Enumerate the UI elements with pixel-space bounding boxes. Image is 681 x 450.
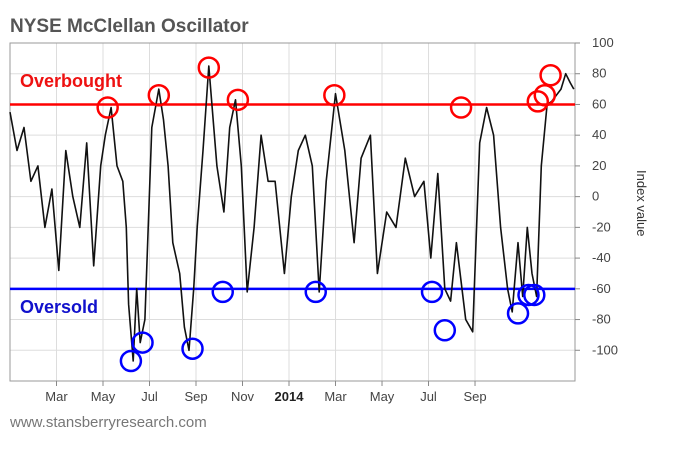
grid [10,42,575,381]
y-tick-label: 20 [592,158,606,173]
x-tick-label: May [91,389,116,404]
oversold-marker-circle [119,349,143,373]
overbought-marker-circle [323,83,346,107]
x-tick-label: Sep [184,389,207,404]
series-group [9,65,575,362]
oscillator-series-line [9,65,575,362]
y-tick-label: -80 [592,312,611,327]
overbought-label: Overbought [20,71,122,91]
y-tick-label: 60 [592,96,606,111]
oversold-marker-circle [181,337,204,360]
overbought-marker-circle [449,96,473,119]
plot-area [9,42,576,382]
overbought-marker-circle [526,90,550,113]
x-tick-label: Jul [420,389,437,404]
x-tick-label: Sep [463,389,486,404]
overbought-marker-circle [533,83,557,107]
y-tick-label: -60 [592,281,611,296]
overbought-marker-circle [226,88,250,112]
x-tick-label: Jul [141,389,158,404]
y-tick-label: -100 [592,342,618,357]
source-credit: www.stansberryresearch.com [9,414,207,431]
chart-title: NYSE McClellan Oscillator [10,16,249,37]
x-tick-label: Mar [324,389,347,404]
x-tick-label: 2014 [275,389,305,404]
overbought-marker-circle [197,56,221,79]
x-tick-label: Mar [45,389,68,404]
oversold-marker-circle [506,302,530,325]
x-tick-label: Nov [231,389,255,404]
x-axis-ticks: Mar May Jul Sep Nov 2014 Mar May Jul Sep [45,381,487,404]
x-tick-label: May [370,389,395,404]
y-axis-label: Index value [634,170,649,237]
oversold-marker-circle [211,280,234,304]
oversold-marker-circle [433,319,457,342]
y-tick-label: -40 [592,250,611,265]
reference-lines [10,103,575,291]
overbought-marker-circle [147,83,171,107]
oversold-marker-circle [304,280,328,304]
oversold-label: Oversold [20,297,98,317]
oversold-marker-circle [517,283,540,307]
overbought-marker-circle [539,64,562,87]
y-axis-ticks: 100 80 60 40 20 0 -20 -40 -60 -80 -100 [575,35,618,357]
oversold-marker-circle [131,331,154,354]
y-tick-label: -20 [592,219,611,234]
oversold-marker-circle [523,283,546,307]
y-tick-label: 80 [592,66,606,81]
annotation-circles [96,56,562,373]
overbought-marker-circle [96,96,119,119]
y-tick-label: 40 [592,127,606,142]
y-tick-label: 0 [592,189,599,204]
y-tick-label: 100 [592,35,614,50]
oversold-marker-circle [420,280,444,304]
